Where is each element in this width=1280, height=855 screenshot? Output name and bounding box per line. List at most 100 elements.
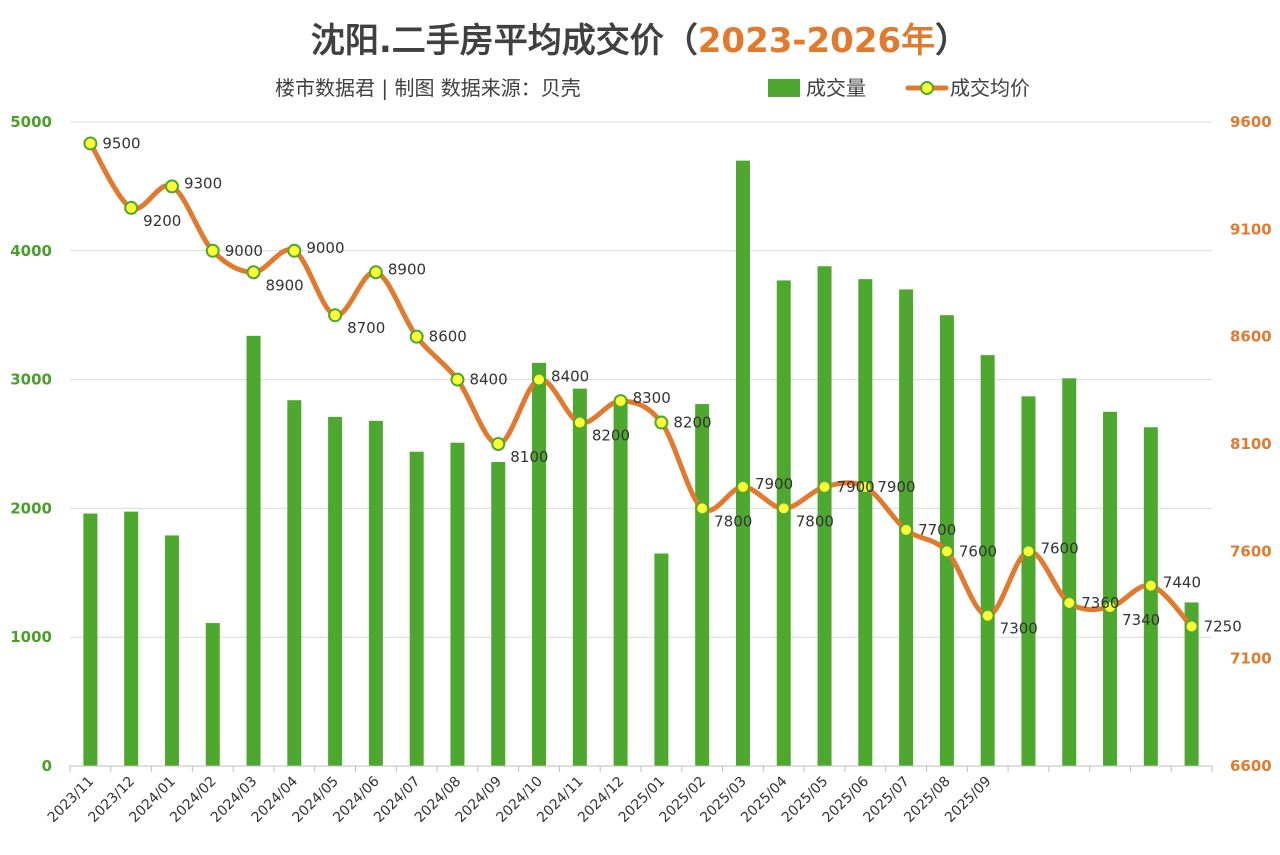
bar — [368, 420, 383, 766]
price-point — [287, 243, 302, 258]
legend-bar-label: 成交量 — [806, 76, 866, 100]
bar — [654, 553, 669, 766]
y-left-tick-label: 0 — [42, 757, 52, 775]
price-data-label: 8900 — [388, 260, 426, 278]
data-labels: 9500920093009000890090008700890086008400… — [102, 134, 1241, 637]
bar — [491, 462, 506, 766]
price-data-label: 8400 — [551, 368, 589, 386]
bar — [1143, 427, 1158, 766]
price-point — [205, 243, 220, 258]
y-left-tick-label: 2000 — [10, 499, 52, 517]
price-point — [817, 479, 832, 494]
bar — [409, 451, 424, 766]
price-point — [409, 329, 424, 344]
price-point — [124, 200, 139, 215]
line-series — [83, 136, 1199, 634]
y-right-tick-label: 8600 — [1230, 328, 1272, 346]
price-point — [164, 179, 179, 194]
price-point — [1143, 578, 1158, 593]
price-data-label: 7900 — [877, 478, 915, 496]
bar — [450, 442, 465, 766]
price-data-label: 7300 — [1000, 620, 1038, 638]
price-data-label: 8900 — [266, 276, 304, 294]
price-point — [1062, 595, 1077, 610]
price-data-label: 8600 — [429, 328, 467, 346]
price-point — [491, 437, 506, 451]
bar — [980, 355, 995, 766]
price-data-label: 8300 — [633, 389, 671, 407]
bar — [939, 315, 954, 766]
bar — [1021, 396, 1036, 766]
y-right-tick-label: 6600 — [1230, 757, 1272, 775]
price-point — [980, 608, 995, 623]
price-line — [87, 140, 1195, 629]
price-point — [83, 136, 98, 151]
x-axis: 2023/112023/122024/012024/022024/032024/… — [45, 765, 1213, 826]
price-point — [735, 479, 750, 494]
price-data-label: 8400 — [469, 371, 507, 389]
bar — [83, 513, 98, 766]
price-data-label: 8700 — [347, 319, 385, 337]
price-point — [1021, 544, 1036, 559]
bar — [164, 535, 179, 766]
chart-title: 沈阳.二手房平均成交价（2023-2026年） — [311, 21, 969, 61]
bar — [1103, 411, 1118, 766]
price-data-label: 7900 — [837, 478, 875, 496]
y-left-tick-label: 4000 — [10, 242, 52, 260]
price-data-label: 7440 — [1163, 574, 1201, 592]
legend: 成交量 成交均价 — [768, 76, 1030, 100]
price-data-label: 7340 — [1122, 611, 1160, 629]
bar — [613, 401, 628, 766]
price-data-label: 7600 — [1040, 539, 1078, 557]
price-data-label: 7360 — [1081, 594, 1119, 612]
y-axis-left: 0 1000 2000 3000 4000 5000 — [10, 113, 52, 775]
price-data-label: 7600 — [959, 542, 997, 560]
bar — [205, 623, 220, 766]
y-left-tick-label: 3000 — [10, 371, 52, 389]
legend-line-label: 成交均价 — [950, 76, 1030, 100]
price-point — [939, 544, 954, 559]
price-point — [246, 265, 261, 280]
price-point — [776, 501, 791, 516]
bar — [328, 416, 343, 766]
price-data-label: 9200 — [143, 212, 181, 230]
price-point — [858, 479, 873, 494]
price-point — [695, 501, 710, 516]
bar-series — [83, 160, 1199, 766]
bar — [124, 511, 139, 766]
price-point — [328, 308, 343, 323]
bar — [1062, 378, 1077, 766]
price-point — [1103, 600, 1118, 615]
bar — [1184, 602, 1199, 766]
price-data-label: 7700 — [918, 521, 956, 539]
y-right-tick-label: 9600 — [1230, 113, 1272, 131]
price-data-label: 9000 — [225, 242, 263, 260]
price-data-label: 9300 — [184, 174, 222, 192]
price-point — [572, 415, 587, 430]
title-suffix: ） — [935, 21, 969, 61]
price-data-label: 9000 — [306, 239, 344, 257]
price-point — [532, 372, 547, 387]
bar — [532, 362, 547, 766]
bar — [287, 400, 302, 766]
price-point — [450, 372, 465, 387]
title-prefix: 沈阳.二手房平均成交价（ — [311, 21, 698, 61]
y-left-tick-label: 5000 — [10, 113, 52, 131]
bar — [246, 335, 261, 766]
bar — [817, 266, 832, 766]
price-point — [1184, 619, 1199, 634]
price-data-label: 8200 — [592, 427, 630, 445]
y-left-tick-label: 1000 — [10, 628, 52, 646]
price-data-label: 7800 — [714, 512, 752, 530]
price-data-label: 8100 — [510, 448, 548, 466]
bar — [735, 160, 750, 766]
price-point — [654, 415, 669, 430]
bar — [695, 404, 710, 766]
y-right-tick-label: 7100 — [1230, 650, 1272, 668]
y-right-tick-label: 8100 — [1230, 435, 1272, 453]
y-right-tick-label: 7600 — [1230, 542, 1272, 560]
price-point — [613, 394, 628, 409]
bar — [776, 280, 791, 766]
